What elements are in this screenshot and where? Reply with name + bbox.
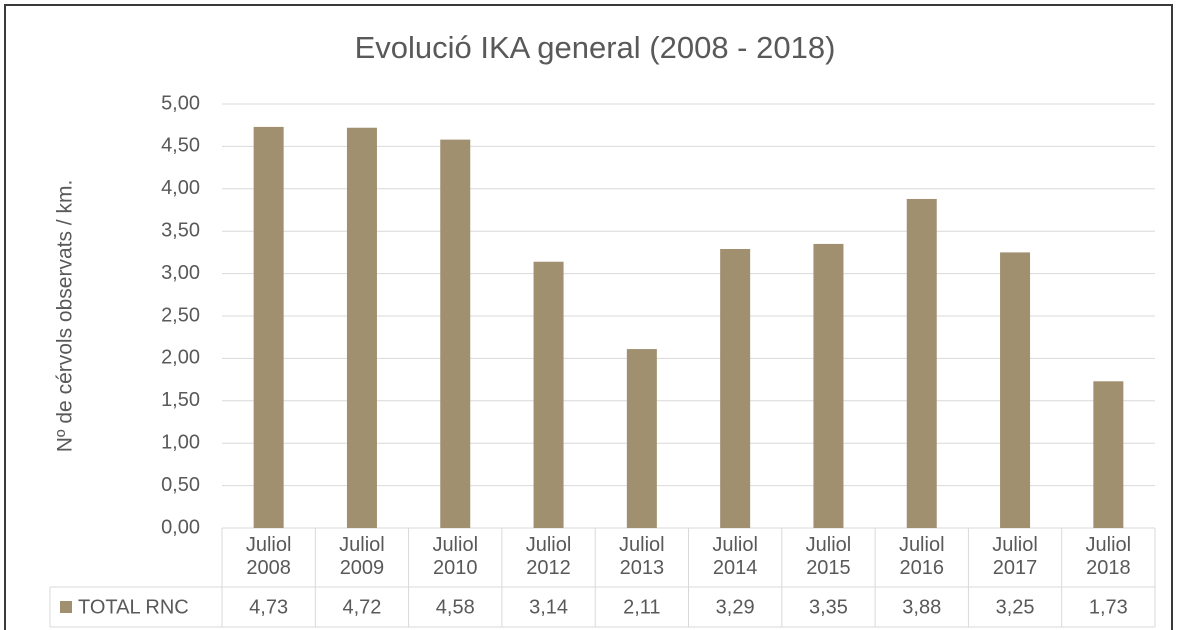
data-table-value: 2,11 (623, 596, 660, 618)
data-table-value: 3,25 (996, 596, 1035, 618)
x-tick-cell: Juliol 2012 (525, 534, 572, 579)
bar (906, 198, 937, 528)
x-tick-cell: Juliol 2014 (712, 534, 758, 579)
x-tick-cell: Juliol 2008 (245, 534, 292, 579)
x-tick-label: Juliol 2018 (1085, 534, 1132, 579)
x-tick-label: Juliol 2014 (712, 534, 758, 579)
bar (813, 243, 844, 529)
y-tick-label: 1,50 (161, 389, 200, 411)
data-table-value: 3,29 (716, 596, 755, 618)
x-tick-label: Juliol 2015 (805, 534, 852, 579)
bar (440, 139, 471, 528)
x-tick-cell: Juliol 2013 (619, 534, 665, 579)
data-table-value: 1,73 (1089, 596, 1128, 618)
data-table-value: 4,73 (249, 596, 288, 618)
y-tick-label: 3,00 (161, 262, 200, 284)
x-tick-label: Juliol 2016 (898, 534, 945, 579)
data-table-value: 4,58 (436, 596, 475, 618)
data-table-value: 3,35 (809, 596, 848, 618)
x-tick-label: Juliol 2009 (339, 534, 385, 579)
y-tick-label: 0,50 (161, 474, 200, 496)
bar (626, 349, 657, 528)
data-table-value: 3,14 (529, 596, 568, 618)
y-tick-label: 3,50 (161, 219, 200, 241)
bar (253, 126, 284, 528)
x-tick-cell: Juliol 2009 (339, 534, 385, 579)
chart-title: Evolució IKA general (2008 - 2018) (355, 30, 836, 65)
bar (533, 261, 564, 528)
legend-label: TOTAL RNC (78, 596, 189, 618)
legend-swatch (60, 601, 72, 613)
bar (1093, 381, 1124, 528)
bar (1000, 252, 1031, 528)
y-tick-label: 2,00 (161, 347, 200, 369)
y-tick-label: 4,50 (161, 135, 200, 157)
x-tick-cell: Juliol 2010 (432, 534, 479, 579)
data-table-value: 3,88 (902, 596, 941, 618)
y-tick-label: 2,50 (161, 304, 200, 326)
chart-frame (4, 4, 1173, 630)
y-axis-label: Nº de cérvols observats / km. (54, 180, 77, 453)
y-tick-label: 5,00 (161, 92, 200, 114)
y-tick-label: 1,00 (161, 431, 200, 453)
bar (720, 249, 751, 528)
x-tick-cell: Juliol 2018 (1085, 534, 1132, 579)
y-tick-label: 0,00 (161, 516, 200, 538)
bar (346, 127, 377, 528)
x-tick-cell: Juliol 2016 (898, 534, 945, 579)
y-tick-label: 4,00 (161, 177, 200, 199)
x-tick-label: Juliol 2008 (245, 534, 292, 579)
x-tick-label: Juliol 2010 (432, 534, 479, 579)
data-table-value: 4,72 (342, 596, 381, 618)
x-tick-cell: Juliol 2017 (992, 534, 1038, 579)
x-tick-cell: Juliol 2015 (805, 534, 852, 579)
x-tick-label: Juliol 2013 (619, 534, 665, 579)
x-tick-label: Juliol 2017 (992, 534, 1038, 579)
x-tick-label: Juliol 2012 (525, 534, 572, 579)
